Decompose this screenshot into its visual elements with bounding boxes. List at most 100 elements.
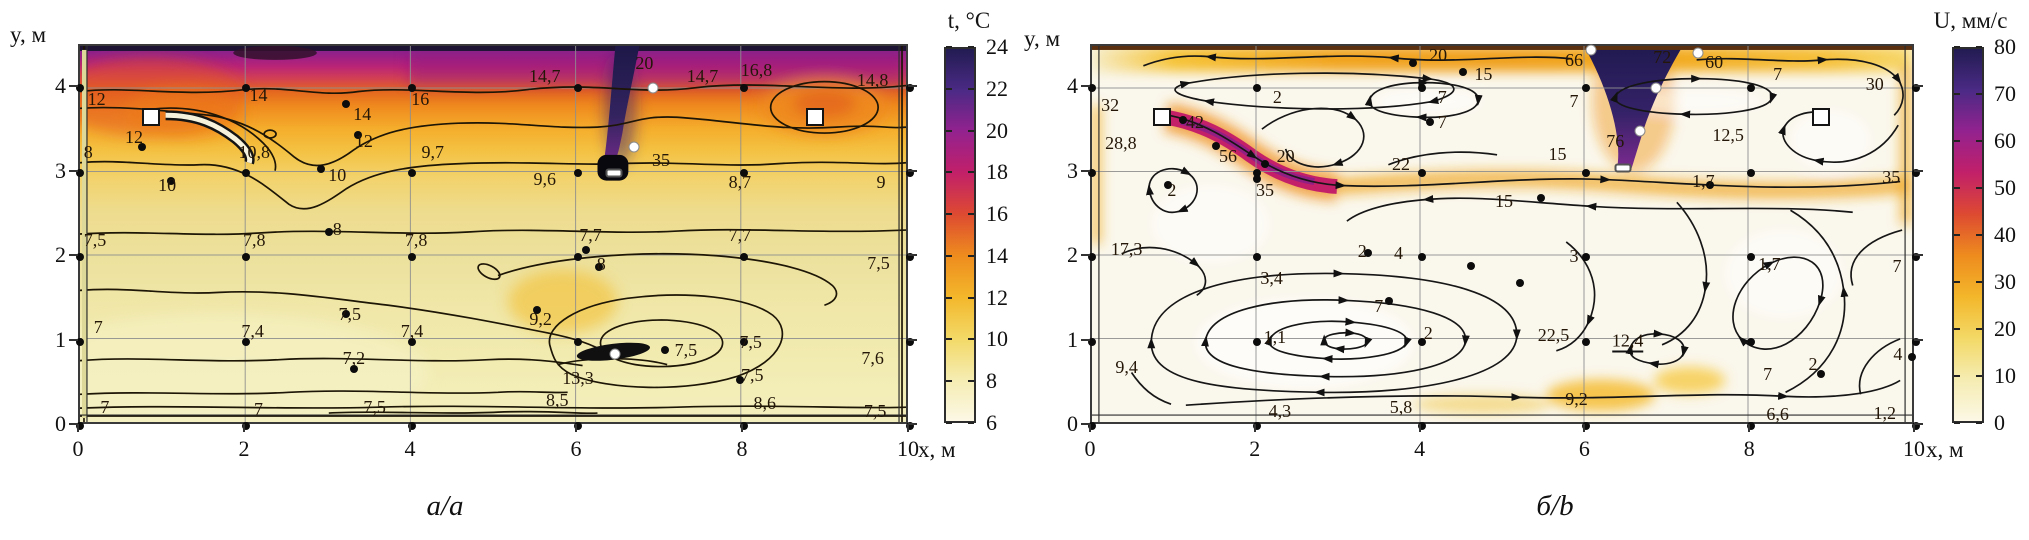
colorbar-tick-label: 16 — [986, 201, 1008, 227]
jet-tracer-dot — [1585, 44, 1597, 56]
measurement-dot — [1252, 84, 1261, 93]
measurement-dot — [1088, 337, 1096, 346]
y-tick-label: 0 — [55, 411, 66, 436]
caption-b: б/b — [1536, 490, 1574, 522]
colorbar-tick-mark — [1976, 140, 1982, 142]
velocity-value-label: 22,5 — [1537, 324, 1570, 345]
temperature-value-label: 10,8 — [238, 141, 271, 162]
inner-wall-lines — [1092, 46, 1912, 422]
jet-tracer-dot — [609, 348, 621, 360]
colorbar-tick-label: 20 — [1994, 316, 2016, 341]
velocity-value-label: 2 — [1167, 179, 1177, 200]
outlet-slot-marker — [605, 168, 623, 178]
colorbar-tick-label: 14 — [986, 242, 1008, 268]
colorbar-title-a: t, °C — [947, 8, 991, 33]
measurement-dot — [1417, 253, 1426, 262]
colorbar-tick-mark — [968, 296, 974, 299]
measurement-dot — [242, 422, 250, 430]
measurement-dot — [1088, 253, 1096, 262]
temperature-value-label: 8,5 — [546, 389, 569, 410]
measurement-dot — [1252, 337, 1261, 346]
colorbar-tick-label: 40 — [1994, 222, 2016, 247]
x-tick-label: 10 — [1903, 436, 1925, 461]
velocity-value-label: 6,6 — [1766, 404, 1789, 425]
measurement-dot — [574, 253, 582, 262]
temperature-plot-area: 12 14 14 16 14,7 20 14,7 16,8 14,8 12 8 10,8 12 10 10 9… — [76, 44, 914, 430]
measurement-dot — [1912, 168, 1920, 177]
jet-tracer-dot — [628, 141, 640, 153]
y-tick-mark-right — [1914, 338, 1923, 341]
measurement-dot — [1088, 168, 1096, 177]
velocity-value-label: 3,4 — [1260, 268, 1283, 289]
temperature-value-label: 7,5 — [674, 340, 698, 361]
temperature-hot-patches — [80, 49, 906, 422]
colorbar-tick-mark — [946, 422, 952, 424]
y-tick-label: 0 — [1067, 411, 1078, 436]
x-tick-label: 10 — [897, 436, 919, 461]
velocity-value-label: 12,4 — [1611, 330, 1644, 353]
measurement-dot — [408, 253, 416, 262]
temperature-value-label: 7,5 — [83, 230, 107, 251]
velocity-value-label: 7 — [1437, 86, 1447, 107]
temperature-colorbar — [944, 47, 976, 423]
measurement-dot — [408, 422, 416, 430]
x-tick-mark — [243, 424, 245, 432]
velocity-value-label: 7 — [1763, 363, 1773, 384]
temperature-value-label: 16,8 — [740, 59, 773, 80]
measurement-dot — [1537, 194, 1546, 203]
measurement-dot — [341, 309, 350, 318]
temperature-value-label: 9,7 — [421, 141, 445, 162]
x-tick-mark — [1089, 424, 1091, 432]
temperature-value-label: 7,2 — [342, 348, 366, 369]
x-tick-mark — [1583, 424, 1586, 432]
temperature-value-label: 7,7 — [579, 225, 602, 246]
left-wall-strip — [81, 49, 87, 419]
colorbar-tick-label: 60 — [1994, 128, 2016, 153]
measurement-dot — [661, 346, 670, 355]
y-tick-mark — [69, 338, 78, 341]
jet-tracer-dot — [1650, 82, 1662, 94]
measurement-dot — [1458, 67, 1467, 76]
measurement-dot — [325, 227, 333, 236]
velocity-value-label: 2 — [1808, 354, 1818, 375]
measurement-dot — [1912, 422, 1920, 430]
measurement-dot — [354, 130, 363, 139]
measurement-dot — [1582, 422, 1591, 430]
colorbar-tick-mark — [1976, 187, 1982, 189]
temperature-value-label: 7,6 — [861, 348, 884, 369]
x-axis-label-a: x, м — [918, 437, 956, 462]
colorbar-tick-mark — [946, 213, 952, 216]
jet-tracer-dot — [647, 82, 659, 94]
temperature-value-label: 13,3 — [562, 367, 594, 388]
x-tick-mark — [1418, 424, 1421, 432]
jet-tracer-dot — [1692, 47, 1704, 59]
measurement-dot — [1747, 168, 1756, 177]
temperature-value-label: 7,7 — [728, 225, 752, 246]
measurement-dot — [1425, 118, 1434, 127]
colorbar-tick-mark — [968, 338, 974, 341]
measurement-dot — [1252, 422, 1261, 430]
y-axis-label-a: y, м — [10, 22, 47, 47]
x-tick-label: 0 — [1084, 436, 1096, 461]
colorbar-tick-mark — [946, 254, 952, 257]
measurement-dot — [1747, 253, 1756, 262]
y-tick-label: 1 — [1067, 326, 1078, 352]
colorbar-tick-mark — [1954, 328, 1960, 330]
y-tick-label: 2 — [55, 242, 66, 268]
temperature-value-label: 7,8 — [404, 230, 428, 251]
temperature-value-label: 10 — [158, 174, 177, 195]
measurement-dot — [1261, 160, 1270, 169]
measurement-dot — [574, 168, 582, 177]
colorbar-tick-mark — [968, 129, 974, 132]
velocity-value-label: 4,3 — [1268, 400, 1292, 421]
velocity-value-label: 72 — [1653, 47, 1672, 68]
temperature-value-label: 14,7 — [686, 65, 719, 86]
velocity-value-label: 4 — [1394, 242, 1404, 263]
measurement-dot — [740, 422, 748, 430]
colorbar-tick-label: 10 — [1994, 363, 2016, 388]
y-tick-mark — [1081, 423, 1090, 425]
temperature-value-label: 12 — [124, 127, 143, 148]
measurement-dot — [316, 164, 325, 173]
caption-a: a/a — [426, 490, 464, 522]
y-tick-label: 4 — [55, 73, 66, 99]
